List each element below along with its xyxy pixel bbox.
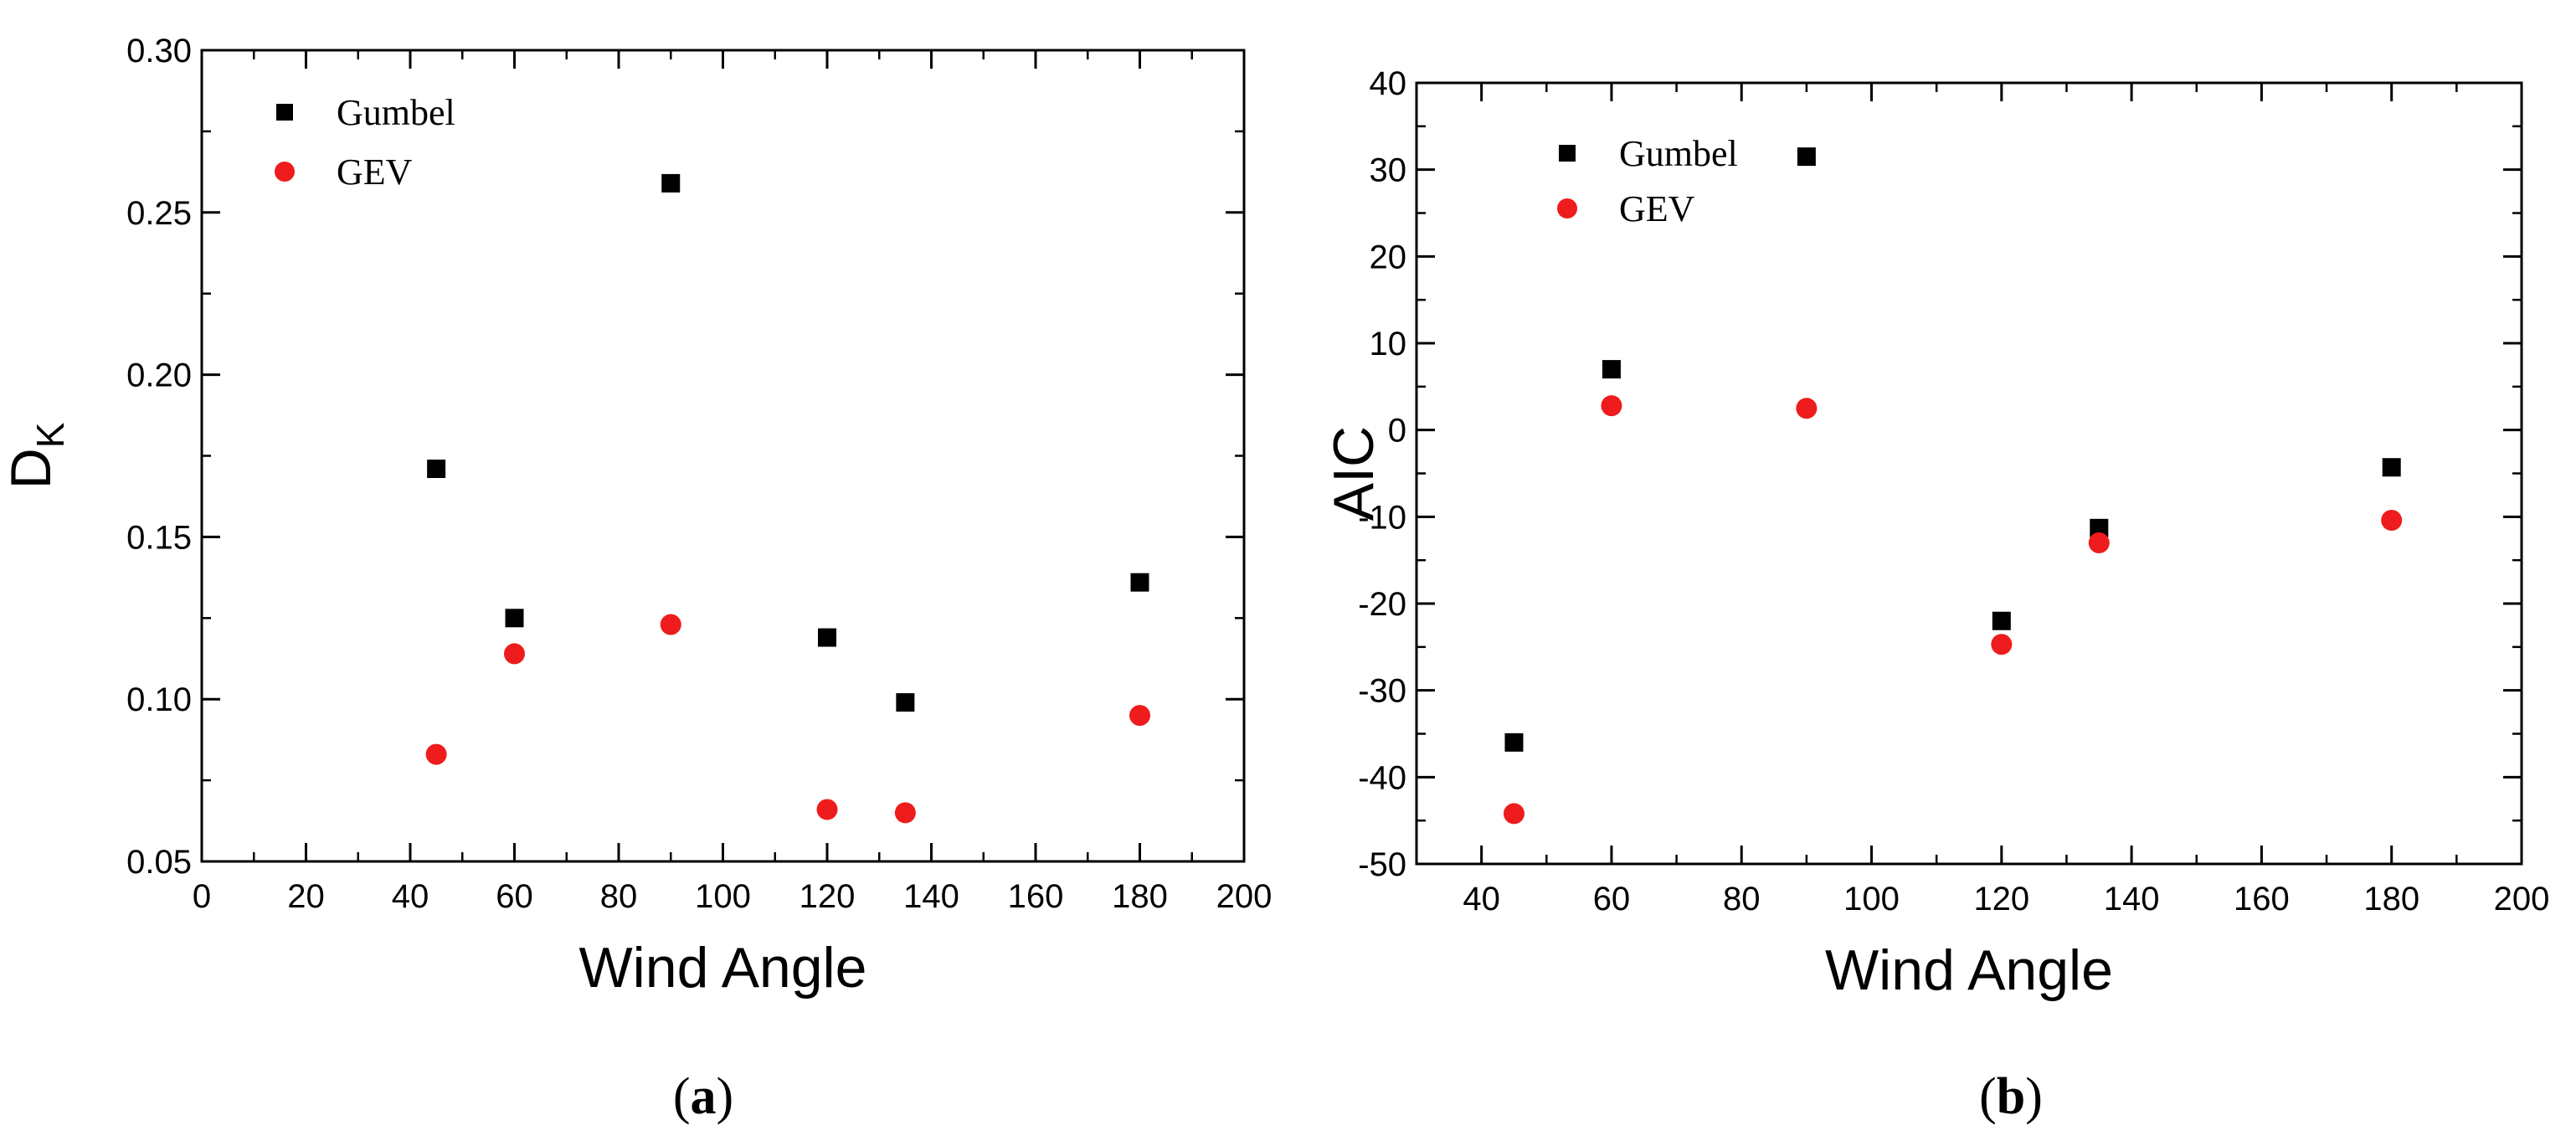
gumbel-point bbox=[1602, 360, 1621, 379]
x-tick-label: 40 bbox=[1463, 881, 1500, 918]
y-tick-label: 20 bbox=[1370, 239, 1407, 275]
legend-gumbel-marker bbox=[276, 104, 293, 121]
y-axis-title-subscript: K bbox=[28, 422, 72, 448]
x-tick-label: 200 bbox=[1216, 878, 1273, 915]
y-axis-title-main: AIC bbox=[1322, 426, 1386, 521]
x-tick-label: 180 bbox=[2363, 881, 2419, 918]
x-tick-label: 120 bbox=[1973, 881, 2029, 918]
caption-letter: b bbox=[1997, 1068, 2025, 1125]
x-tick-label: 120 bbox=[800, 878, 856, 915]
gumbel-point bbox=[427, 460, 446, 479]
y-tick-label: 30 bbox=[1370, 152, 1407, 189]
gev-point bbox=[1503, 803, 1525, 825]
legend-label: GEV bbox=[1619, 188, 1695, 229]
y-tick-label: -20 bbox=[1358, 586, 1406, 623]
y-tick-label: -30 bbox=[1358, 673, 1406, 710]
panel-caption: (a) bbox=[673, 1068, 733, 1125]
gumbel-point bbox=[505, 609, 524, 628]
x-tick-label: 80 bbox=[600, 878, 638, 915]
gumbel-point bbox=[1797, 147, 1816, 167]
gev-point bbox=[1601, 395, 1622, 417]
gev-point bbox=[894, 802, 916, 824]
x-tick-label: 60 bbox=[1593, 881, 1631, 918]
x-tick-label: 80 bbox=[1723, 881, 1761, 918]
caption-close: ) bbox=[717, 1068, 734, 1125]
gev-point bbox=[2088, 532, 2110, 553]
y-tick-label: 0.30 bbox=[126, 33, 192, 69]
y-axis-title: AIC bbox=[1322, 426, 1386, 521]
caption-close: ) bbox=[2025, 1068, 2043, 1125]
x-axis-title: Wind Angle bbox=[579, 936, 867, 1000]
x-tick-label: 140 bbox=[2104, 881, 2160, 918]
x-tick-label: 100 bbox=[695, 878, 751, 915]
y-tick-label: 0.20 bbox=[126, 357, 192, 394]
gev-point bbox=[816, 799, 838, 820]
y-tick-label: 10 bbox=[1370, 326, 1407, 362]
y-tick-label: -10 bbox=[1358, 499, 1406, 536]
x-tick-label: 160 bbox=[2234, 881, 2290, 918]
x-tick-label: 180 bbox=[1112, 878, 1168, 915]
legend-gumbel-marker bbox=[1559, 145, 1576, 162]
y-tick-label: 0.15 bbox=[126, 519, 192, 556]
gev-point bbox=[1796, 398, 1818, 419]
legend-gev-marker bbox=[275, 162, 295, 182]
y-tick-label: 0.25 bbox=[126, 195, 192, 232]
gumbel-point bbox=[2090, 518, 2109, 537]
x-tick-label: 140 bbox=[903, 878, 959, 915]
x-tick-label: 200 bbox=[2494, 881, 2550, 918]
y-tick-label: 40 bbox=[1370, 65, 1407, 102]
x-axis-title: Wind Angle bbox=[1825, 938, 2113, 1002]
x-tick-label: 20 bbox=[287, 878, 325, 915]
gumbel-point bbox=[661, 173, 681, 193]
x-tick-label: 160 bbox=[1008, 878, 1064, 915]
gev-point bbox=[504, 643, 525, 665]
x-tick-label: 0 bbox=[193, 878, 211, 915]
gev-point bbox=[1991, 634, 2013, 655]
chart-b: 40 60 80 100 120 140 160 180 200 -50 -40 -30 -20 -10 0… bbox=[1322, 65, 2549, 1125]
y-tick-label: 0 bbox=[1388, 413, 1406, 450]
legend-label: Gumbel bbox=[1619, 133, 1738, 174]
caption-letter: a bbox=[691, 1068, 717, 1125]
y-tick-label: 0.05 bbox=[126, 844, 192, 881]
y-tick-label: -50 bbox=[1358, 846, 1406, 883]
caption-open: ( bbox=[673, 1068, 691, 1125]
gumbel-point bbox=[896, 693, 915, 712]
x-tick-label: 40 bbox=[392, 878, 429, 915]
y-tick-label: 0.10 bbox=[126, 681, 192, 718]
gumbel-point bbox=[2382, 458, 2401, 477]
legend-label: GEV bbox=[337, 152, 413, 193]
gumbel-point bbox=[1992, 611, 2011, 630]
caption-open: ( bbox=[1979, 1068, 1997, 1125]
panel-caption: (b) bbox=[1979, 1068, 2043, 1125]
gumbel-point bbox=[1504, 732, 1524, 752]
legend-gev-marker bbox=[1557, 198, 1577, 218]
legend-label: Gumbel bbox=[337, 92, 455, 133]
gev-point bbox=[1129, 705, 1150, 727]
gumbel-point bbox=[818, 628, 836, 647]
x-tick-label: 60 bbox=[496, 878, 533, 915]
plot-frame bbox=[1415, 81, 2523, 866]
gumbel-point bbox=[1130, 573, 1149, 592]
y-axis-title-main: D bbox=[0, 448, 63, 489]
gev-point bbox=[2381, 509, 2403, 531]
gev-point bbox=[660, 614, 681, 635]
chart-a: 0 20 40 60 80 100 120 140 160 180 200 0.05 0.10 0.15 0… bbox=[0, 33, 1272, 1125]
y-axis-title: DK bbox=[0, 422, 72, 489]
gev-point bbox=[425, 743, 447, 765]
y-tick-label: -40 bbox=[1358, 759, 1406, 796]
x-tick-label: 100 bbox=[1843, 881, 1900, 918]
